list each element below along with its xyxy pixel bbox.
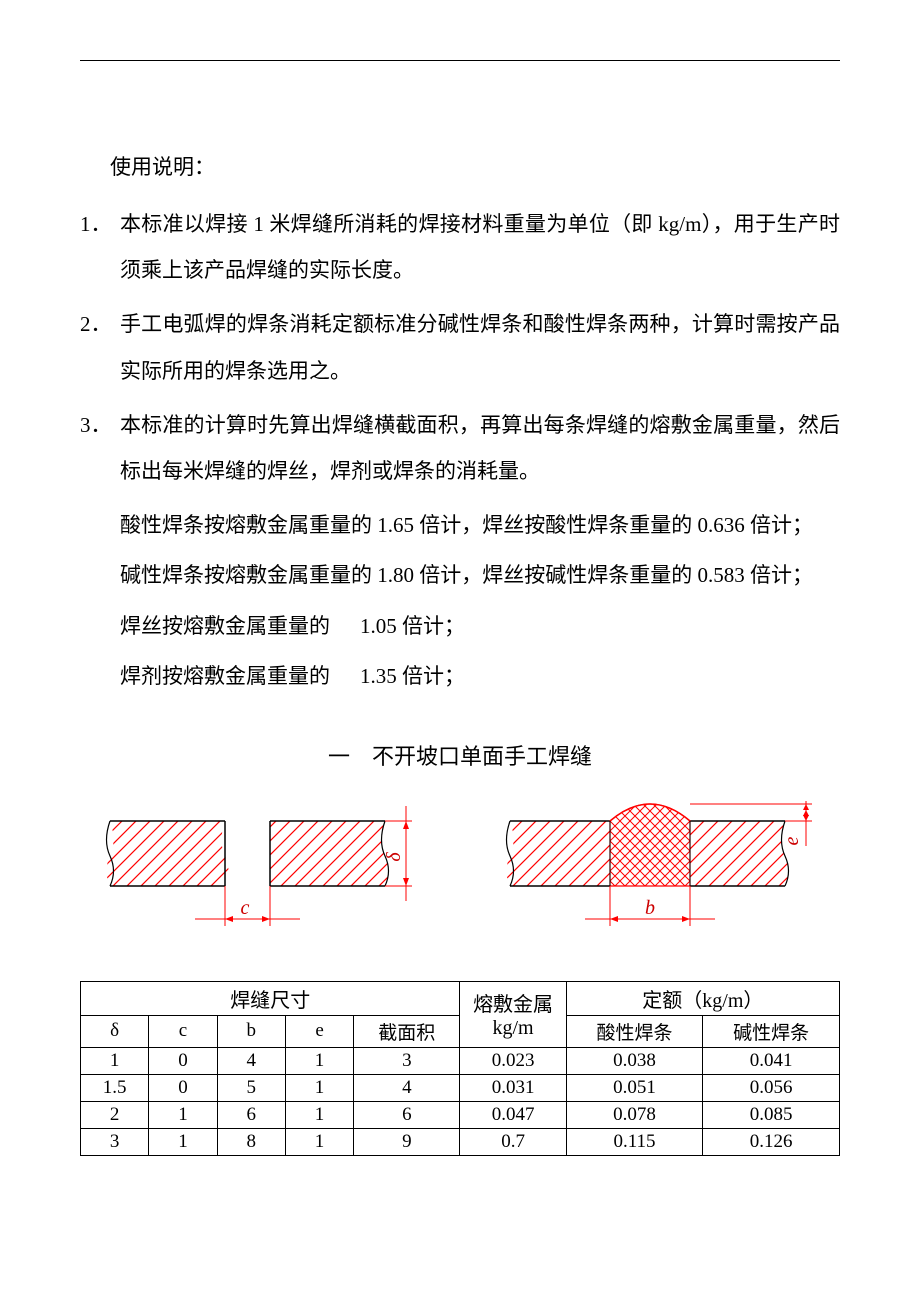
table-cell: 1 bbox=[285, 1047, 353, 1074]
table-cell: 0.7 bbox=[460, 1128, 566, 1155]
table-cell: 1 bbox=[81, 1047, 149, 1074]
label-b: b bbox=[645, 897, 655, 919]
table-cell: 0.038 bbox=[566, 1047, 703, 1074]
table-cell: 3 bbox=[354, 1047, 460, 1074]
header-rule bbox=[80, 60, 840, 61]
table-cell: 4 bbox=[354, 1074, 460, 1101]
table-cell: 4 bbox=[217, 1047, 285, 1074]
th-sub: 酸性焊条 bbox=[566, 1015, 703, 1047]
table-cell: 0 bbox=[149, 1047, 217, 1074]
table-cell: 0.041 bbox=[703, 1047, 840, 1074]
list-text: 手工电弧焊的焊条消耗定额标准分碱性焊条和酸性焊条两种，计算时需按产品实际所用的焊… bbox=[120, 301, 840, 393]
list-number: 1． bbox=[80, 201, 120, 293]
calc-note: 焊丝按熔敷金属重量的1.05 倍计； bbox=[80, 603, 840, 649]
list-number: 2． bbox=[80, 301, 120, 393]
label-c: c bbox=[241, 897, 250, 919]
table-cell: 0.051 bbox=[566, 1074, 703, 1101]
instruction-list: 1．本标准以焊接 1 米焊缝所消耗的焊接材料重量为单位（即 kg/m），用于生产… bbox=[80, 201, 840, 494]
table-cell: 6 bbox=[217, 1101, 285, 1128]
table-cell: 3 bbox=[81, 1128, 149, 1155]
table-cell: 6 bbox=[354, 1101, 460, 1128]
th-sub: c bbox=[149, 1015, 217, 1047]
table-cell: 2 bbox=[81, 1101, 149, 1128]
list-item: 3．本标准的计算时先算出焊缝横截面积，再算出每条焊缝的熔敷金属重量，然后标出每米… bbox=[80, 402, 840, 494]
table-cell: 1.5 bbox=[81, 1074, 149, 1101]
section-title: 一 不开坡口单面手工焊缝 bbox=[80, 739, 840, 771]
th-deposit: 熔敷金属kg/m bbox=[460, 981, 566, 1047]
th-dimensions: 焊缝尺寸 bbox=[81, 981, 460, 1015]
table-cell: 1 bbox=[285, 1074, 353, 1101]
table-row: 318190.70.1150.126 bbox=[81, 1128, 840, 1155]
table-cell: 0.126 bbox=[703, 1128, 840, 1155]
table-cell: 8 bbox=[217, 1128, 285, 1155]
table-cell: 9 bbox=[354, 1128, 460, 1155]
table-cell: 1 bbox=[149, 1101, 217, 1128]
calc-note: 焊剂按熔敷金属重量的1.35 倍计； bbox=[80, 653, 840, 699]
list-text: 本标准的计算时先算出焊缝横截面积，再算出每条焊缝的熔敷金属重量，然后标出每米焊缝… bbox=[120, 402, 840, 494]
th-sub: e bbox=[285, 1015, 353, 1047]
list-item: 2．手工电弧焊的焊条消耗定额标准分碱性焊条和酸性焊条两种，计算时需按产品实际所用… bbox=[80, 301, 840, 393]
list-item: 1．本标准以焊接 1 米焊缝所消耗的焊接材料重量为单位（即 kg/m），用于生产… bbox=[80, 201, 840, 293]
table-cell: 5 bbox=[217, 1074, 285, 1101]
list-text: 本标准以焊接 1 米焊缝所消耗的焊接材料重量为单位（即 kg/m），用于生产时须… bbox=[120, 201, 840, 293]
diagram-left: c δ bbox=[100, 801, 420, 951]
table-row: 104130.0230.0380.041 bbox=[81, 1047, 840, 1074]
table-cell: 1 bbox=[285, 1101, 353, 1128]
th-rate: 定额（kg/m） bbox=[566, 981, 839, 1015]
label-e: e bbox=[781, 836, 803, 845]
weld-data-table: 焊缝尺寸 熔敷金属kg/m 定额（kg/m） δcbe截面积 酸性焊条碱性焊条 1… bbox=[80, 981, 840, 1156]
table-cell: 0.056 bbox=[703, 1074, 840, 1101]
table-cell: 0.115 bbox=[566, 1128, 703, 1155]
table-cell: 0.085 bbox=[703, 1101, 840, 1128]
table-cell: 0.031 bbox=[460, 1074, 566, 1101]
list-number: 3． bbox=[80, 402, 120, 494]
th-sub: 截面积 bbox=[354, 1015, 460, 1047]
th-sub: b bbox=[217, 1015, 285, 1047]
table-cell: 0.078 bbox=[566, 1101, 703, 1128]
label-delta: δ bbox=[383, 852, 405, 862]
table-cell: 1 bbox=[285, 1128, 353, 1155]
table-cell: 0 bbox=[149, 1074, 217, 1101]
weld-diagrams: c δ bbox=[80, 801, 840, 951]
th-sub: 碱性焊条 bbox=[703, 1015, 840, 1047]
diagram-right: b e bbox=[500, 801, 820, 951]
table-row: 1.505140.0310.0510.056 bbox=[81, 1074, 840, 1101]
calc-note: 碱性焊条按熔敷金属重量的 1.80 倍计，焊丝按碱性焊条重量的 0.583 倍计… bbox=[80, 552, 840, 598]
th-sub: δ bbox=[81, 1015, 149, 1047]
calc-note: 酸性焊条按熔敷金属重量的 1.65 倍计，焊丝按酸性焊条重量的 0.636 倍计… bbox=[80, 502, 840, 548]
table-row: 216160.0470.0780.085 bbox=[81, 1101, 840, 1128]
usage-heading: 使用说明： bbox=[80, 151, 840, 181]
table-cell: 1 bbox=[149, 1128, 217, 1155]
table-cell: 0.047 bbox=[460, 1101, 566, 1128]
table-cell: 0.023 bbox=[460, 1047, 566, 1074]
calculation-notes: 酸性焊条按熔敷金属重量的 1.65 倍计，焊丝按酸性焊条重量的 0.636 倍计… bbox=[80, 502, 840, 699]
